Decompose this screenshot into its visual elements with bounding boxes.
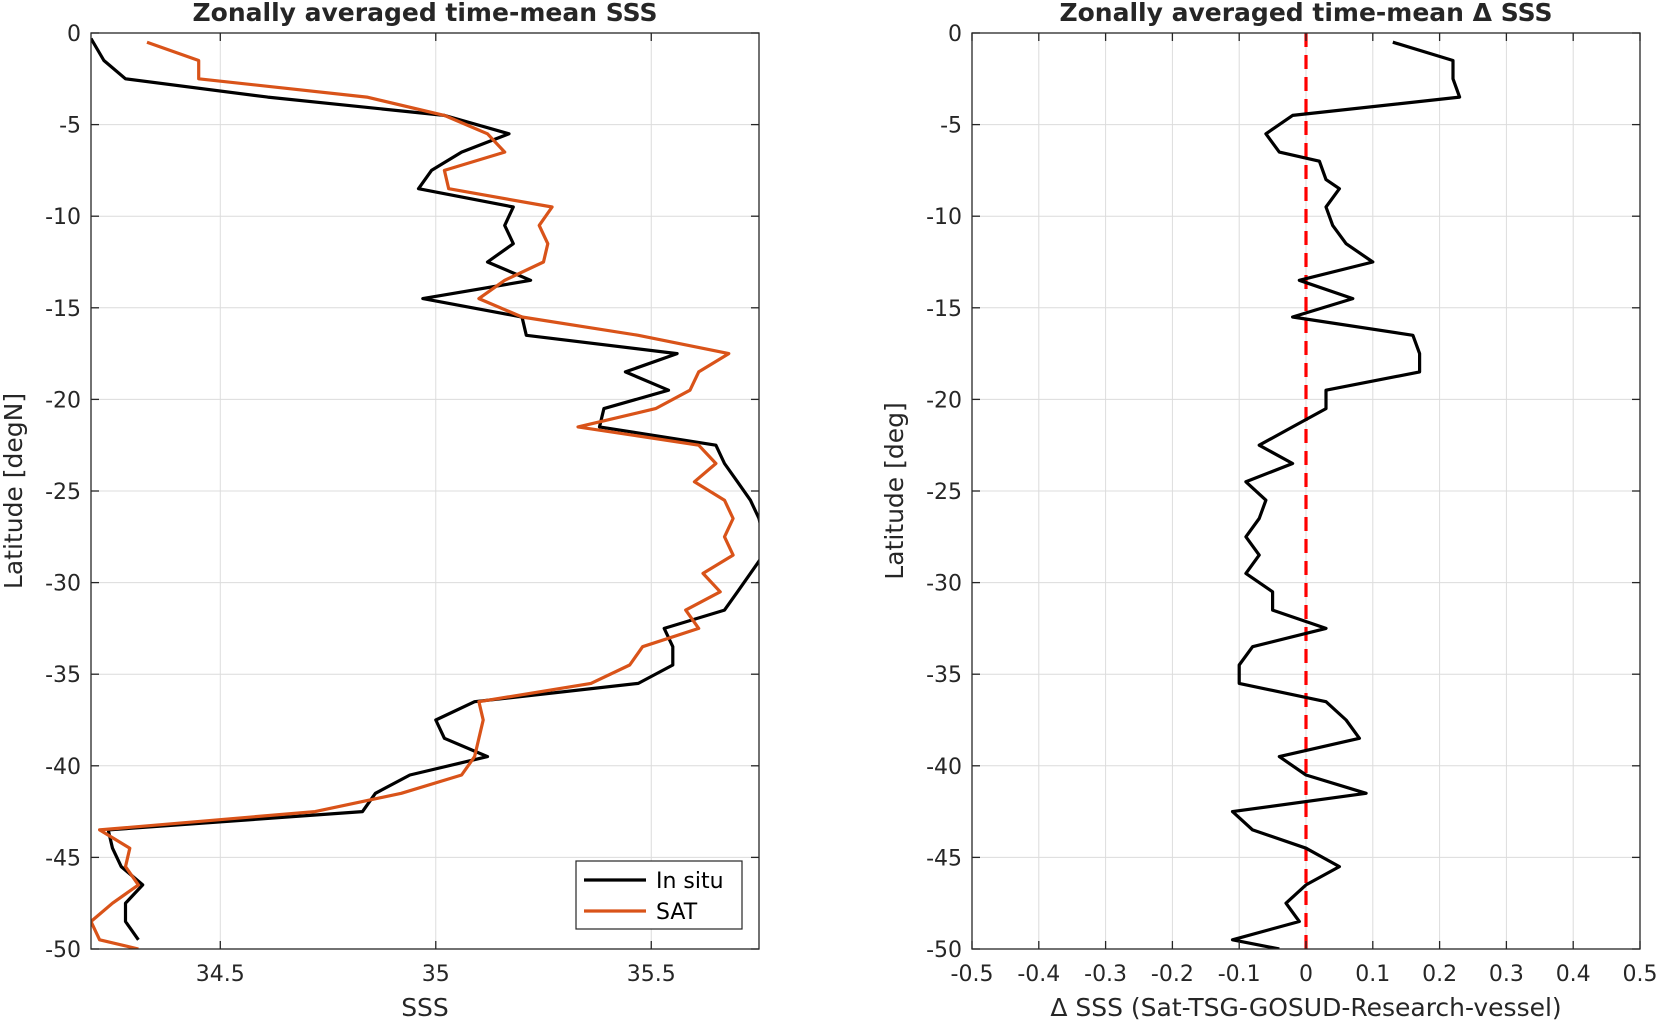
sss-series-line-0 xyxy=(91,37,759,941)
delta-sss-ytick-label: 0 xyxy=(948,22,962,47)
delta-sss-ytick-label: -15 xyxy=(926,297,962,322)
delta-sss-xtick-label: 0.4 xyxy=(1556,962,1591,987)
delta-sss-xtick-label: -0.2 xyxy=(1151,962,1194,987)
sss-xtick-label: 35 xyxy=(422,962,450,987)
delta-sss-xtick-label: -0.3 xyxy=(1084,962,1127,987)
delta-sss-xtick-label: -0.4 xyxy=(1017,962,1060,987)
delta-sss-xtick-label: 0.2 xyxy=(1422,962,1457,987)
sss-chart-title: Zonally averaged time-mean SSS xyxy=(193,0,658,27)
delta-sss-ytick-label: -35 xyxy=(926,663,962,688)
delta-sss-y-axis-label: Latitude [deg] xyxy=(880,402,909,579)
delta-sss-xtick-label: -0.1 xyxy=(1218,962,1261,987)
sss-ytick-label: -15 xyxy=(45,297,81,322)
legend-entry-0: In situ xyxy=(656,869,724,894)
delta-sss-ytick-label: -45 xyxy=(926,846,962,871)
delta-sss-series-line-0 xyxy=(1230,40,1462,949)
sss-ytick-label: 0 xyxy=(67,22,81,47)
sss-ytick-label: -45 xyxy=(45,846,81,871)
sss-ytick-label: -5 xyxy=(59,114,81,139)
legend: In situ SAT xyxy=(575,860,743,930)
sss-ytick-label: -25 xyxy=(45,480,81,505)
sss-xtick-label: 35.5 xyxy=(627,962,676,987)
delta-sss-panel: -0.5 -0.4 -0.3 -0.2 -0.1 0 0.1 0.2 0.3 0.4 0.5 0 -5 -… xyxy=(880,0,1658,1022)
delta-sss-x-axis-label: Δ SSS (Sat-TSG-GOSUD-Research-vessel) xyxy=(1050,993,1561,1022)
sss-series-line-1 xyxy=(91,40,735,949)
delta-sss-xtick-label: 0.1 xyxy=(1355,962,1390,987)
delta-sss-ytick-label: -20 xyxy=(926,388,962,413)
legend-box xyxy=(575,860,743,930)
delta-sss-ytick-label: -25 xyxy=(926,480,962,505)
sss-xtick-label: 34.5 xyxy=(196,962,245,987)
delta-sss-ytick-label: -50 xyxy=(926,938,962,963)
delta-sss-xtick-label: 0.3 xyxy=(1489,962,1524,987)
sss-ytick-label: -50 xyxy=(45,938,81,963)
sss-ytick-label: -10 xyxy=(45,205,81,230)
sss-ytick-label: -20 xyxy=(45,388,81,413)
sss-x-axis-label: SSS xyxy=(401,993,449,1022)
delta-sss-ytick-label: -10 xyxy=(926,205,962,230)
legend-entry-1: SAT xyxy=(656,900,698,925)
sss-y-axis-label: Latitude [degN] xyxy=(0,393,28,589)
delta-sss-ytick-label: -30 xyxy=(926,572,962,597)
delta-sss-xtick-label: 0.5 xyxy=(1623,962,1658,987)
sss-ytick-label: -35 xyxy=(45,663,81,688)
sss-ytick-label: -40 xyxy=(45,755,81,780)
delta-sss-xtick-label: -0.5 xyxy=(951,962,994,987)
delta-sss-xtick-label: 0 xyxy=(1299,962,1313,987)
delta-sss-chart-title: Zonally averaged time-mean Δ SSS xyxy=(1060,0,1553,27)
delta-sss-ytick-label: -5 xyxy=(940,114,962,139)
sss-ytick-label: -30 xyxy=(45,572,81,597)
sss-panel: 34.5 35 35.5 0 -5 -10 -15 -20 -25 -30 -35 -40 -45 -50… xyxy=(0,0,760,1022)
delta-sss-ytick-label: -40 xyxy=(926,755,962,780)
